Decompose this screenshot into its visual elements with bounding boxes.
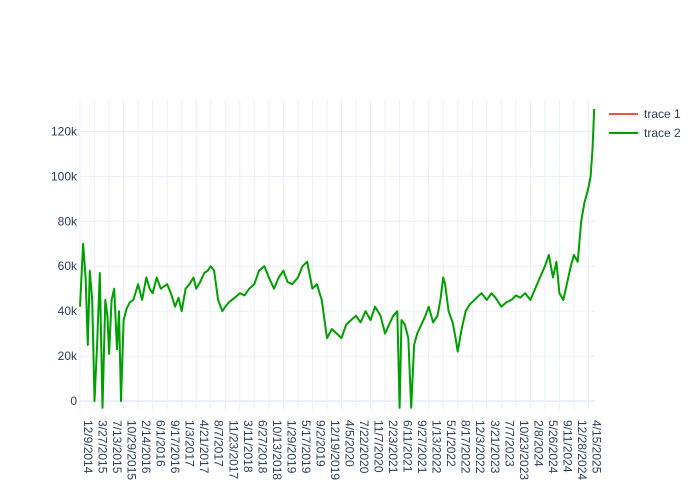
y-axis: 0 20k 40k 60k 80k 100k 120k (51, 124, 78, 408)
x-tick-label: 11/23/2017 (226, 420, 240, 479)
grid (79, 100, 595, 410)
x-tick-label: 7/13/2015 (110, 420, 124, 474)
x-tick-label: 1/3/2017 (183, 420, 197, 467)
x-tick-label: 12/28/2024 (575, 420, 589, 480)
x-tick-label: 5/1/2022 (444, 420, 458, 467)
legend-label: trace 2 (644, 126, 681, 140)
x-tick-label: 8/17/2022 (459, 420, 473, 474)
legend-item-2[interactable]: trace 2 (609, 126, 681, 140)
y-tick-label: 40k (58, 304, 78, 318)
series-line-2 (79, 108, 596, 409)
x-tick-label: 8/7/2017 (212, 420, 226, 467)
x-tick-label: 6/11/2021 (401, 420, 415, 473)
x-tick-label: 6/27/2018 (255, 420, 269, 474)
legend-label: trace 1 (644, 107, 681, 121)
x-tick-label: 4/15/2025 (589, 420, 603, 474)
x-tick-label: 9/17/2016 (168, 420, 182, 474)
x-tick-label: 12/3/2022 (473, 420, 487, 474)
y-tick-label: 120k (51, 124, 78, 138)
x-tick-label: 2/23/2021 (386, 420, 400, 474)
x-tick-label: 1/13/2022 (430, 420, 444, 474)
x-tick-label: 1/29/2019 (284, 420, 298, 474)
y-tick-label: 0 (70, 394, 77, 408)
x-tick-label: 9/27/2021 (415, 420, 429, 474)
legend-item-1[interactable]: trace 1 (609, 107, 681, 121)
x-tick-label: 7/22/2020 (357, 420, 371, 474)
x-tick-label: 10/29/2015 (125, 420, 139, 480)
y-tick-label: 60k (58, 259, 78, 273)
x-axis: 12/9/2014 3/27/2015 7/13/2015 10/29/2015 2/1… (81, 420, 603, 480)
x-tick-label: 4/5/2020 (342, 420, 356, 467)
x-tick-label: 10/13/2018 (270, 420, 284, 480)
x-tick-label: 9/11/2024 (560, 420, 574, 473)
x-tick-label: 2/8/2024 (531, 420, 545, 467)
series-layer (79, 108, 596, 409)
x-tick-label: 3/27/2015 (96, 420, 110, 474)
x-tick-label: 7/7/2023 (502, 420, 516, 467)
x-tick-label: 2/14/2016 (139, 420, 153, 474)
legend[interactable]: trace 1 trace 2 (609, 107, 681, 140)
x-tick-label: 5/17/2019 (299, 420, 313, 474)
x-tick-label: 11/7/2020 (372, 420, 386, 473)
x-tick-label: 12/9/2014 (81, 420, 95, 474)
x-tick-label: 6/1/2016 (154, 420, 168, 467)
x-tick-label: 5/26/2024 (546, 420, 560, 474)
y-tick-label: 20k (58, 349, 78, 363)
x-tick-label: 12/19/2019 (328, 420, 342, 480)
x-tick-label: 9/2/2019 (313, 420, 327, 467)
x-tick-label: 10/23/2023 (517, 420, 531, 480)
x-tick-label: 3/11/2018 (241, 420, 255, 473)
x-tick-label: 3/21/2023 (488, 420, 502, 474)
y-tick-label: 100k (51, 169, 78, 183)
y-tick-label: 80k (58, 214, 78, 228)
x-tick-label: 4/21/2017 (197, 420, 211, 474)
